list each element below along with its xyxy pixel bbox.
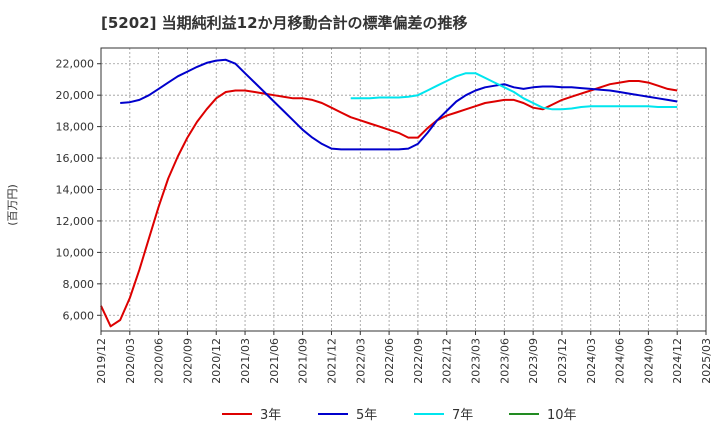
grid xyxy=(100,48,707,331)
y-tick-label: 8,000 xyxy=(63,278,95,291)
x-tick-label: 2022/06 xyxy=(383,338,396,384)
series-line-7年 xyxy=(350,72,678,111)
x-tick-label: 2020/06 xyxy=(153,338,166,384)
y-tick-label: 6,000 xyxy=(63,309,95,322)
x-tick-label: 2022/03 xyxy=(354,338,367,384)
x-tick-label: 2020/03 xyxy=(124,338,137,384)
legend-label: 10年 xyxy=(547,408,577,423)
y-tick-label: 12,000 xyxy=(56,215,95,228)
series-line-5年 xyxy=(120,58,678,151)
x-tick-label: 2020/09 xyxy=(181,338,194,384)
x-tick-label: 2019/12 xyxy=(95,338,108,384)
y-tick-label: 18,000 xyxy=(56,121,95,134)
legend: 3年 5年 7年 10年 xyxy=(222,408,577,423)
x-tick-label: 2021/09 xyxy=(297,338,310,384)
x-tick-label: 2024/06 xyxy=(614,338,627,384)
x-tick-label: 2022/12 xyxy=(441,338,454,384)
legend-label: 3年 xyxy=(260,408,281,423)
y-tick-label: 22,000 xyxy=(56,58,95,71)
y-tick-label: 16,000 xyxy=(56,152,95,165)
series-line-3年 xyxy=(100,80,678,328)
x-tick-label: 2025/03 xyxy=(700,338,713,384)
y-tick-label: 14,000 xyxy=(56,184,95,197)
series-lines xyxy=(100,58,678,328)
y-tick-label: 20,000 xyxy=(56,89,95,102)
x-tick-label: 2021/06 xyxy=(268,338,281,384)
legend-label: 5年 xyxy=(356,408,377,423)
x-tick-label: 2024/09 xyxy=(642,338,655,384)
chart-title: [5202] 当期純利益12か月移動合計の標準偏差の推移 xyxy=(101,14,468,32)
x-axis: 2019/12 2020/03 2020/06 2020/09 2020/12 2021/… xyxy=(95,331,713,384)
x-tick-label: 2024/03 xyxy=(585,338,598,384)
x-tick-label: 2023/12 xyxy=(556,338,569,384)
x-tick-label: 2023/03 xyxy=(470,338,483,384)
x-tick-label: 2024/12 xyxy=(671,338,684,384)
x-tick-label: 2022/09 xyxy=(412,338,425,384)
x-tick-label: 2021/12 xyxy=(325,338,338,384)
x-tick-label: 2023/09 xyxy=(527,338,540,384)
y-axis: 6,000 8,000 10,000 12,000 14,000 16,000 18,000… xyxy=(56,58,101,322)
y-tick-label: 10,000 xyxy=(56,246,95,259)
x-tick-label: 2021/03 xyxy=(239,338,252,384)
legend-label: 7年 xyxy=(452,408,473,423)
x-tick-label: 2023/06 xyxy=(498,338,511,384)
x-tick-label: 2020/12 xyxy=(210,338,223,384)
y-axis-label: (百万円) xyxy=(6,184,19,226)
